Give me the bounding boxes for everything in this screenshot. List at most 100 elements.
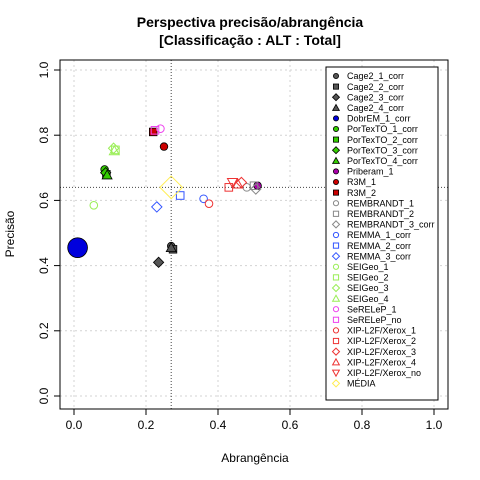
data-point-18 (150, 201, 163, 213)
x-tick-label: 0.6 (282, 418, 299, 432)
x-tick-label: 1.0 (426, 418, 443, 432)
data-point-15 (249, 183, 262, 195)
legend-symbol (331, 220, 341, 229)
data-point-17 (175, 191, 185, 200)
legend-symbol (331, 294, 341, 302)
data-point-28 (232, 178, 244, 189)
legend-label: Priberam_1 (347, 167, 394, 177)
y-tick-label: 0.2 (37, 322, 51, 339)
data-points (67, 124, 262, 269)
legend-symbol (331, 283, 341, 293)
legend-label: REMMA_3_corr (347, 251, 411, 261)
legend-label: Cage2_4_corr (347, 103, 404, 113)
legend-label: Cage2_3_corr (347, 92, 404, 102)
legend-symbol (332, 200, 340, 207)
y-tick-label: 1.0 (37, 61, 51, 78)
legend-symbol (332, 189, 339, 196)
x-axis: 0.0 0.2 0.4 0.6 0.8 1.0 (66, 409, 443, 432)
legend-symbol (332, 327, 340, 334)
legend-symbol (331, 93, 341, 102)
legend-label: XIP-L2F/Xerox_2 (347, 336, 416, 346)
legend-label: REMBRANDT_3_corr (347, 220, 435, 230)
legend-label: PorTexTO_3_corr (347, 145, 418, 155)
legend-label: REMBRANDT_2 (347, 209, 414, 219)
legend-symbol (332, 242, 340, 249)
data-point-22 (108, 144, 121, 156)
y-axis: 0.0 0.2 0.4 0.6 0.8 1.0 (37, 61, 60, 404)
legend-symbol (332, 83, 339, 90)
legend-label: SEIGeo_4 (347, 294, 389, 304)
legend-symbol (332, 210, 340, 217)
legend-symbol (331, 369, 341, 378)
legend-label: Cage2_2_corr (347, 82, 404, 92)
legend-symbol (332, 337, 340, 345)
legend-label: SEIGeo_1 (347, 262, 389, 272)
legend-symbol (331, 146, 341, 155)
legend-symbol (332, 274, 340, 281)
reference-lines (60, 60, 448, 409)
data-point-25 (204, 199, 214, 208)
legend-label: SEIGeo_3 (347, 283, 389, 293)
legend-label: PorTexTO_2_corr (347, 135, 418, 145)
legend-label: MÉDIA (347, 379, 376, 389)
legend-symbol (332, 73, 339, 80)
legend-label: Cage2_1_corr (347, 71, 404, 81)
legend-symbol (331, 251, 341, 261)
legend-symbol (331, 347, 341, 356)
legend-symbol (332, 126, 339, 133)
data-point-12 (148, 127, 158, 137)
legend-symbol (332, 263, 340, 270)
data-point-19 (89, 200, 99, 210)
y-tick-label: 0.8 (37, 127, 51, 144)
data-point-23 (156, 124, 165, 133)
data-point-11 (159, 142, 169, 151)
legend-box (325, 66, 439, 401)
data-point-21 (107, 142, 120, 155)
legend-label: REMMA_1_corr (347, 230, 411, 240)
legend-symbol (331, 357, 341, 366)
chart-title-line-1: Perspectiva precisão/abrangência (137, 14, 364, 30)
legend-symbol (332, 178, 339, 185)
legend-symbol (332, 231, 340, 239)
legend-label: XIP-L2F/Xerox_3 (347, 347, 416, 357)
data-point-3 (152, 256, 165, 269)
legend-label: SeRELeP_1 (347, 304, 397, 314)
legend-symbol (332, 136, 339, 143)
legend-label: PorTexTO_4_corr (347, 156, 418, 166)
legend-label: DobrEM_1_corr (347, 114, 411, 124)
legend-label: SEIGeo_2 (347, 273, 389, 283)
legend-label: REMBRANDT_1 (347, 198, 414, 208)
x-tick-label: 0.4 (210, 418, 227, 432)
data-point-24 (150, 126, 160, 135)
legend-label: XIP-L2F/Xerox_no (347, 368, 421, 378)
data-point-5 (67, 237, 88, 258)
legend-symbol (332, 115, 339, 122)
legend: Cage2_1_corrCage2_2_corrCage2_3_corrCage… (325, 66, 439, 401)
legend-symbol (331, 379, 341, 388)
legend-label: SeRELeP_no (347, 315, 402, 325)
y-axis-title: Precisão (3, 210, 17, 257)
data-point-9 (101, 169, 113, 180)
legend-label: PorTexTO_1_corr (347, 124, 418, 134)
y-tick-label: 0.4 (37, 257, 51, 274)
legend-symbol (331, 103, 341, 111)
y-tick-label: 0.0 (37, 387, 51, 404)
chart-title: Perspectiva precisão/abrangência [Classi… (137, 14, 364, 48)
x-axis-title: Abrangência (221, 451, 289, 465)
chart-title-line-2: [Classificação : ALT : Total] (159, 32, 341, 48)
data-point-16 (199, 194, 208, 204)
legend-label: R3M_1 (347, 177, 376, 187)
y-tick-label: 0.6 (37, 192, 51, 209)
x-tick-label: 0.2 (138, 418, 155, 432)
legend-label: XIP-L2F/Xerox_1 (347, 326, 416, 336)
x-tick-label: 0.8 (354, 418, 371, 432)
data-point-29 (226, 178, 239, 189)
plot-frame (59, 59, 449, 410)
legend-symbol (332, 168, 339, 175)
legend-label: R3M_2 (347, 188, 376, 198)
legend-label: XIP-L2F/Xerox_4 (347, 357, 416, 367)
legend-symbol (331, 156, 341, 164)
legend-symbol (332, 306, 340, 313)
data-point-4 (165, 241, 177, 253)
